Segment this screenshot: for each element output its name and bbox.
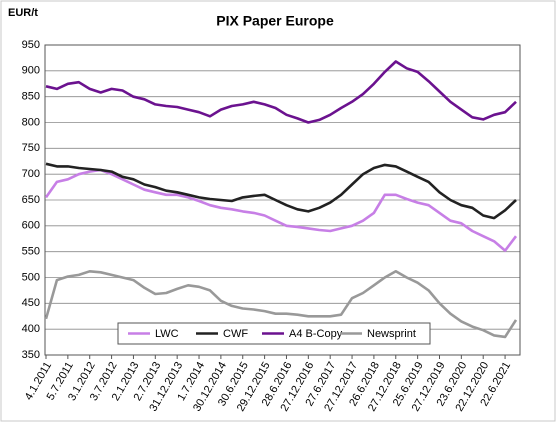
y-tick-label: 700	[22, 168, 40, 180]
series-line	[45, 60, 517, 124]
y-tick-label: 400	[22, 323, 40, 335]
series-line	[44, 168, 518, 252]
legend-label: A4 B-Copy	[289, 328, 343, 340]
y-tick-label: 950	[22, 39, 40, 51]
y-tick-label: 350	[22, 349, 40, 361]
legend-label: LWC	[155, 328, 179, 340]
y-axis-label: EUR/t	[8, 7, 38, 19]
series-line	[44, 270, 518, 339]
y-tick-label: 500	[22, 271, 40, 283]
y-tick-label: 450	[22, 297, 40, 309]
series-line	[45, 162, 517, 220]
legend-label: Newsprint	[367, 328, 416, 340]
y-tick-label: 550	[22, 246, 40, 258]
plot-frame	[44, 44, 521, 356]
y-tick-label: 850	[22, 91, 40, 103]
y-tick-label: 800	[22, 116, 40, 128]
legend-label: CWF	[223, 328, 248, 340]
y-tick-label: 650	[22, 194, 40, 206]
y-tick-label: 750	[22, 142, 40, 154]
y-tick-label: 600	[22, 220, 40, 232]
chart-title: PIX Paper Europe	[216, 13, 334, 29]
y-tick-label: 900	[22, 65, 40, 77]
